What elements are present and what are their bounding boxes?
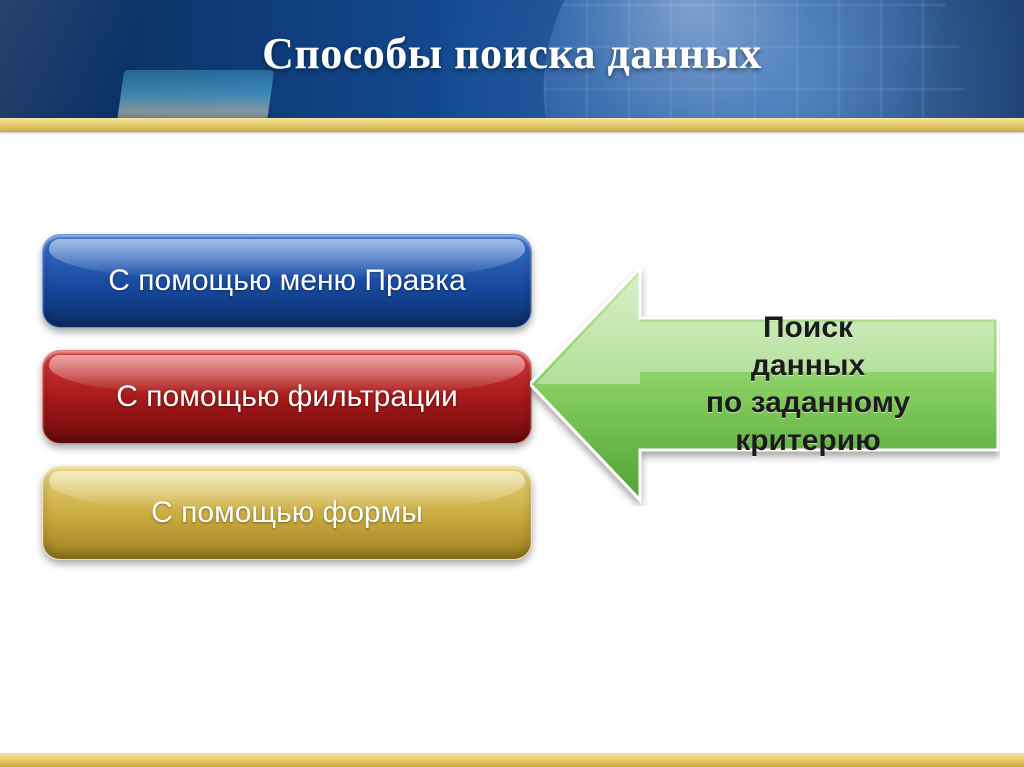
criterion-arrow-label: Поиск данных по заданному критерию	[638, 298, 978, 470]
method-box-menu-pravka: С помощью меню Правка	[42, 234, 532, 328]
arrow-label-line: Поиск	[763, 309, 853, 347]
method-box-label: С помощью меню Правка	[108, 264, 465, 298]
content-area: С помощью меню Правка С помощью фильтрац…	[0, 210, 1024, 690]
method-box-label: С помощью фильтрации	[116, 380, 457, 414]
slide-title: Способы поиска данных	[0, 28, 1024, 79]
gold-divider-top	[0, 118, 1024, 132]
gold-divider-bottom	[0, 753, 1024, 767]
arrow-label-line: критерию	[735, 422, 881, 460]
method-box-form: С помощью формы	[42, 466, 532, 560]
criterion-arrow: Поиск данных по заданному критерию	[530, 262, 1000, 506]
method-box-label: С помощью формы	[151, 496, 423, 530]
method-box-filtration: С помощью фильтрации	[42, 350, 532, 444]
arrow-label-line: данных	[751, 347, 865, 385]
method-box-list: С помощью меню Правка С помощью фильтрац…	[42, 234, 532, 560]
arrow-label-line: по заданному	[706, 384, 910, 422]
